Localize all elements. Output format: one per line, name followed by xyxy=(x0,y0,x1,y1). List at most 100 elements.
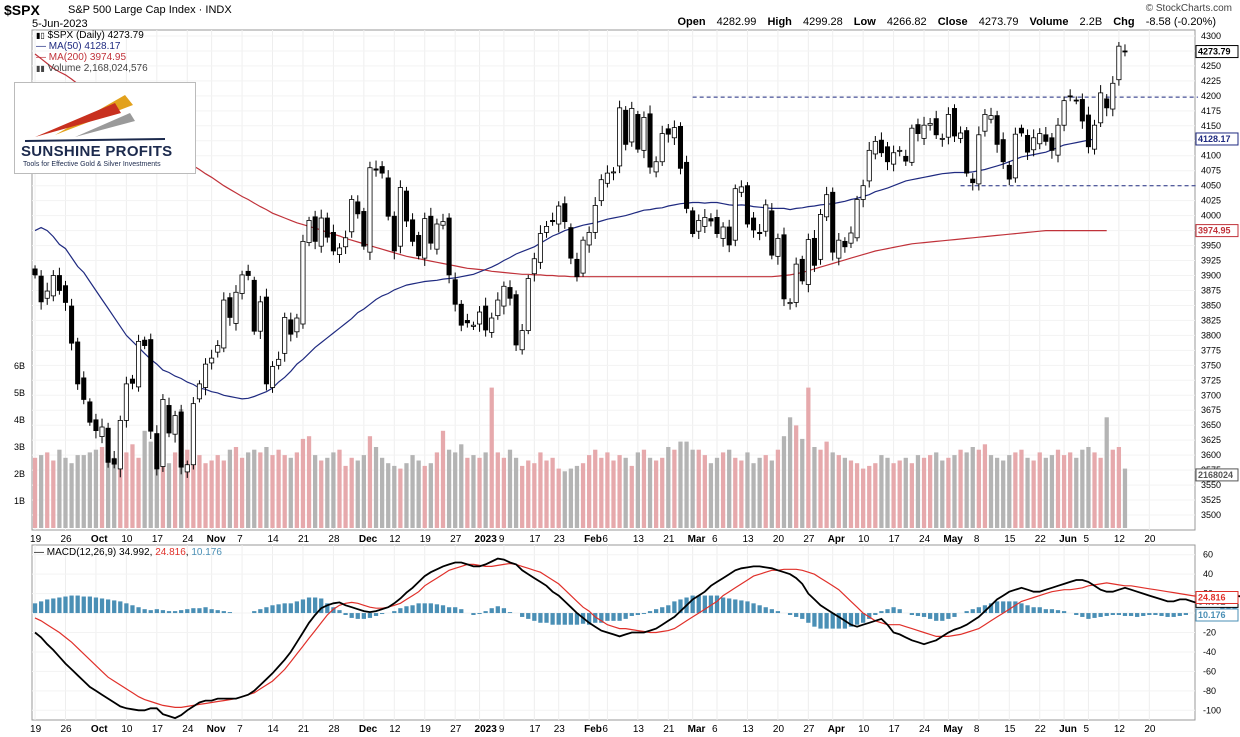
macd-tick-label: 60 xyxy=(1203,550,1213,560)
candle-body xyxy=(367,167,373,253)
volume-bar xyxy=(1031,460,1036,528)
legend-volume: ▮▮ Volume 2,168,024,576 xyxy=(36,63,148,74)
price-x-label: Mar xyxy=(688,534,706,545)
macd-histogram-bar xyxy=(520,613,525,617)
volume-bar xyxy=(124,452,129,528)
macd-x-label: 27 xyxy=(450,724,462,735)
ohlc-bar: Open 4282.99 High 4299.28 Low 4266.82 Cl… xyxy=(669,16,1216,28)
volume-bar xyxy=(720,452,726,528)
candle-body xyxy=(884,146,891,163)
candle-body xyxy=(641,117,647,151)
legend-macd-name: MACD(12,26,9) xyxy=(46,547,117,558)
volume-bar xyxy=(842,457,848,528)
last-price-label: 4273.79 xyxy=(1198,47,1231,57)
volume-bar xyxy=(794,425,799,528)
volume-bar xyxy=(276,449,281,528)
macd-histogram-bar xyxy=(1153,613,1158,615)
candle-body xyxy=(458,303,464,326)
macd-histogram-bar xyxy=(142,609,147,614)
macd-histogram-bar xyxy=(215,610,220,614)
volume-bar xyxy=(75,455,80,528)
low-label: Low xyxy=(853,16,876,28)
price-x-label: 7 xyxy=(237,534,243,545)
candle-body xyxy=(805,239,811,285)
candle-body xyxy=(878,139,884,154)
macd-histogram-bar xyxy=(526,613,531,619)
macd-histogram-bar xyxy=(154,609,159,614)
volume-bar xyxy=(1104,417,1109,528)
candle-body xyxy=(836,239,842,259)
candle-body xyxy=(909,127,915,163)
candle-body xyxy=(763,204,769,232)
macd-histogram-bar xyxy=(130,605,135,614)
candle-body xyxy=(263,296,269,385)
date-label: 5-Jun-2023 xyxy=(32,18,88,30)
macd-histogram-bar xyxy=(824,613,829,629)
candle-body xyxy=(233,291,239,324)
volume-bar xyxy=(446,449,452,528)
index-name: S&P 500 Large Cap Index xyxy=(68,4,196,16)
macd-histogram-bar xyxy=(349,613,354,618)
macd-histogram-bar xyxy=(867,613,872,619)
macd-histogram-bar xyxy=(617,613,622,621)
macd-histogram-bar xyxy=(319,598,324,614)
macd-histogram-bar xyxy=(775,611,781,614)
macd-x-label: 10 xyxy=(858,724,870,735)
candle-body xyxy=(215,345,221,353)
volume-bar xyxy=(733,457,738,528)
price-x-label: 14 xyxy=(268,534,280,545)
candle-body xyxy=(775,237,781,257)
open-label: Open xyxy=(677,16,706,28)
macd-histogram-bar xyxy=(355,613,360,619)
macd-histogram-bar xyxy=(599,613,604,623)
macd-histogram-bar xyxy=(1098,613,1103,617)
legend-price: ▮▯ $SPX (Daily) 4273.79 xyxy=(36,30,144,41)
price-x-label: 5 xyxy=(1083,534,1089,545)
price-tick-label: 3925 xyxy=(1201,256,1221,266)
macd-histogram-bar xyxy=(1055,610,1061,614)
candle-body xyxy=(696,220,702,232)
volume-bar xyxy=(1080,449,1085,528)
macd-histogram-bar xyxy=(605,613,610,621)
volume-bar xyxy=(349,457,354,528)
volume-bar xyxy=(45,452,50,528)
volume-bar xyxy=(623,457,628,528)
macd-histogram-bar xyxy=(794,613,799,617)
macd-histogram-bar xyxy=(647,611,653,614)
exchange-label: INDX xyxy=(205,4,232,16)
price-x-label: May xyxy=(943,534,963,545)
macd-histogram-bar xyxy=(812,613,817,627)
candle-body xyxy=(903,155,909,162)
macd-histogram-bar xyxy=(51,598,56,614)
volume-bar xyxy=(544,460,549,528)
last-volume-label-box xyxy=(1195,468,1239,482)
price-tick-label: 3750 xyxy=(1201,360,1221,370)
macd-histogram-bar xyxy=(343,613,348,615)
candle-body xyxy=(958,132,964,139)
price-x-label: Jun xyxy=(1059,534,1077,545)
price-x-label: 17 xyxy=(529,534,541,545)
macd-histogram-bar xyxy=(81,596,86,614)
candle-body xyxy=(939,137,945,140)
candle-body xyxy=(604,172,610,184)
volume-bar xyxy=(69,463,74,528)
symbol-name: S&P 500 Large Cap Index · INDX xyxy=(68,4,232,16)
volume-bar xyxy=(976,449,981,528)
macd-x-label: 9 xyxy=(499,724,505,735)
candle-body xyxy=(99,426,105,437)
price-x-label: 22 xyxy=(1035,534,1047,545)
macd-histogram-bar xyxy=(623,613,628,619)
volume-bar xyxy=(93,449,99,528)
price-x-label: 13 xyxy=(633,534,645,545)
macd-histogram-bar xyxy=(593,613,598,623)
macd-histogram-bar xyxy=(854,613,860,625)
candle-body xyxy=(416,234,422,257)
price-panel-frame xyxy=(31,29,1196,531)
macd-histogram-bar xyxy=(836,613,841,629)
volume-bar xyxy=(647,457,653,528)
volume-bar xyxy=(172,452,178,528)
candle-body xyxy=(56,275,62,291)
volume-bar xyxy=(166,463,172,528)
macd-histogram-bar xyxy=(373,613,379,616)
volume-bar xyxy=(532,463,537,528)
